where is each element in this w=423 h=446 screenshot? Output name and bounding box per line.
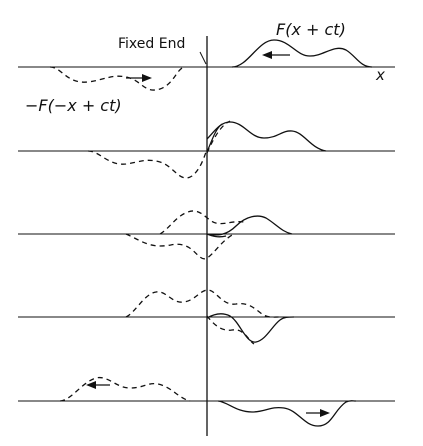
incident-pulse-panel-2 [206, 121, 327, 152]
fixed-end-pointer [199, 51, 207, 65]
reflected-pulse-panel-3 [125, 233, 235, 260]
incident-wave-label: F(x + ct) [276, 20, 346, 39]
reflected-wave-label: −F(−x + ct) [25, 96, 122, 115]
solid-reflection-panel-3 [206, 233, 227, 238]
solid-pulse-panel-3 [206, 215, 293, 236]
dashed-upper-panel-4 [125, 289, 281, 318]
inverted-image-panel-2 [206, 120, 231, 154]
reflected-direction-arrowhead-panel-5 [86, 381, 96, 389]
fixed-end-label: Fixed End [118, 36, 185, 52]
reflected-direction-arrowhead [142, 74, 152, 82]
dashed-lower-panel-4 [206, 315, 255, 345]
reflected-pulse-panel-5 [59, 376, 191, 402]
reflected-pulse-panel-2 [87, 148, 208, 179]
incident-direction-arrowhead-panel-5 [320, 409, 330, 417]
superposition-panel-2 [206, 123, 223, 153]
solid-pulse-panel-4 [206, 313, 295, 343]
incident-pulse-panel-1 [231, 39, 373, 68]
reflected-pulse-panel-1 [49, 66, 185, 91]
incident-image-panel-5 [217, 400, 357, 427]
incident-direction-arrowhead [262, 51, 272, 59]
incident-pulse-panel-3 [159, 210, 245, 235]
x-axis-label: x [375, 66, 385, 84]
